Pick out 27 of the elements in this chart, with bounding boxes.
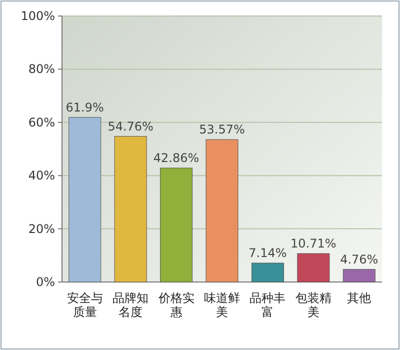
x-tick-label: 包装精美 bbox=[295, 291, 332, 319]
data-label: 54.76% bbox=[108, 119, 154, 134]
bar bbox=[206, 139, 238, 282]
x-tick-label: 品牌知名度 bbox=[112, 291, 149, 319]
bar bbox=[114, 136, 147, 282]
data-label: 10.71% bbox=[290, 236, 336, 251]
x-tick-label: 安全与质量 bbox=[66, 291, 103, 319]
bar bbox=[297, 253, 330, 282]
y-tick-label: 100% bbox=[20, 9, 55, 23]
y-tick-label: 20% bbox=[28, 222, 55, 236]
data-label: 7.14% bbox=[248, 246, 287, 260]
data-label: 61.9% bbox=[66, 100, 104, 114]
y-tick-label: 60% bbox=[28, 115, 55, 130]
data-label: 53.57% bbox=[199, 122, 245, 137]
bar bbox=[342, 269, 376, 282]
x-tick-label: 味道鲜美 bbox=[204, 291, 240, 319]
x-tick-label: 其他 bbox=[347, 291, 372, 305]
bar bbox=[68, 117, 102, 282]
y-tick-label: 40% bbox=[28, 168, 55, 183]
data-label: 4.76% bbox=[340, 252, 378, 266]
x-tick-label: 品种丰富 bbox=[250, 291, 286, 319]
y-tick-label: 80% bbox=[28, 62, 55, 76]
x-tick-label: 价格实惠 bbox=[157, 291, 194, 319]
bar bbox=[251, 262, 284, 282]
data-label: 42.86% bbox=[153, 150, 200, 165]
y-tick-label: 0% bbox=[36, 275, 55, 289]
bar bbox=[160, 168, 193, 282]
